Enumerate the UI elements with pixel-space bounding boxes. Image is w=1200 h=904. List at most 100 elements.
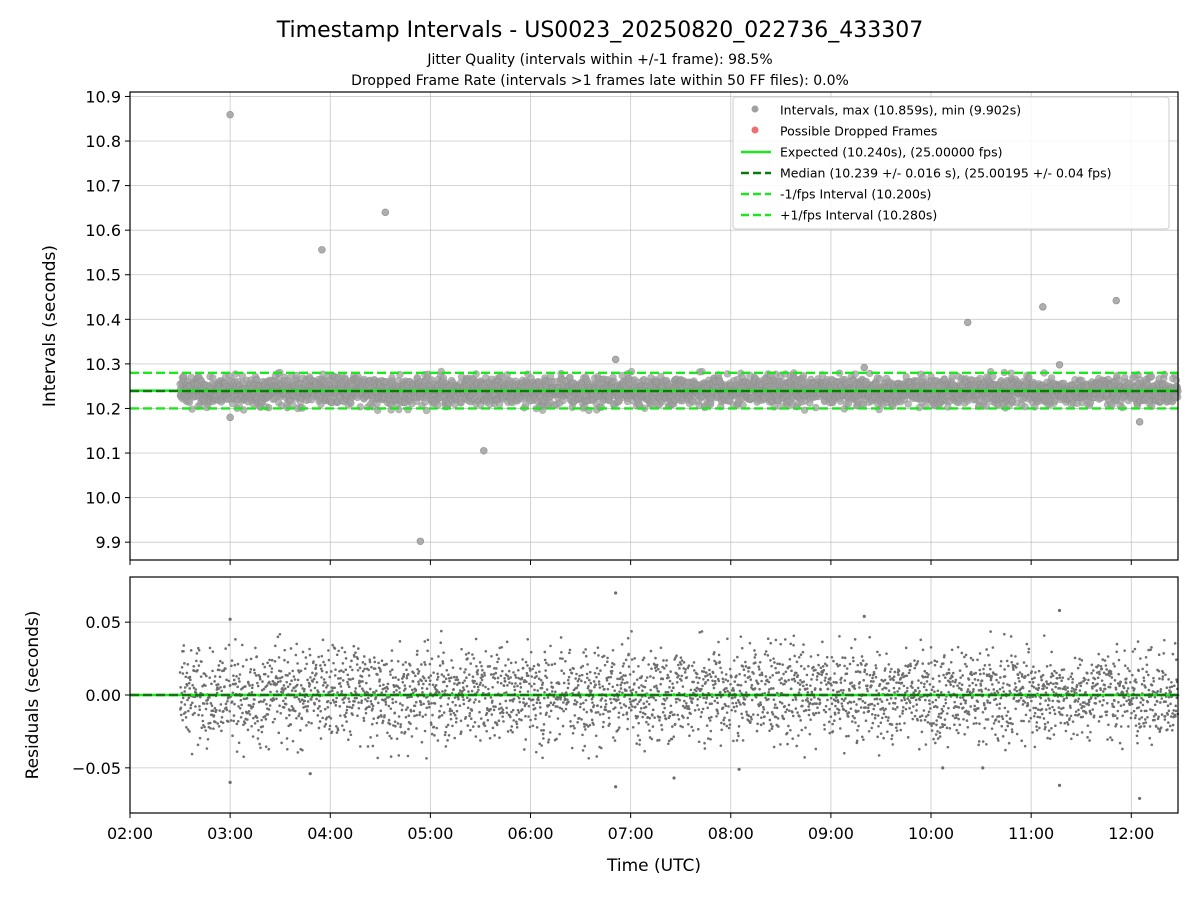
residual-point (339, 714, 342, 717)
residual-point (363, 655, 366, 658)
residual-point (563, 672, 566, 675)
residual-point (513, 685, 516, 688)
residual-point (350, 733, 353, 736)
residual-point (352, 677, 355, 680)
residual-point (318, 700, 321, 703)
residual-point (536, 689, 539, 692)
residual-point (342, 662, 345, 665)
residual-point (423, 661, 426, 664)
interval-outlier-point (417, 538, 424, 545)
residual-point (344, 668, 347, 671)
residual-point (386, 732, 389, 735)
residual-point (490, 696, 493, 699)
residual-point (286, 748, 289, 751)
y-tick-label: 10.2 (85, 399, 121, 418)
residual-point (232, 674, 235, 677)
residual-point (266, 684, 269, 687)
residual-point (212, 709, 215, 712)
residual-point (389, 723, 392, 726)
residual-point (188, 682, 191, 685)
residual-point (317, 691, 320, 694)
residual-point (236, 750, 239, 753)
residual-point (198, 649, 201, 652)
residual-point (427, 639, 430, 642)
interval-point (348, 400, 355, 407)
residual-point (402, 663, 405, 666)
residual-point (411, 735, 414, 738)
residual-point (302, 651, 305, 654)
residual-point (295, 643, 298, 646)
residual-point (327, 649, 330, 652)
residual-point (357, 701, 360, 704)
residual-point (274, 645, 277, 648)
residual-point (526, 664, 529, 667)
residual-point (515, 676, 518, 679)
residual-point (214, 721, 217, 724)
legend-label: +1/fps Interval (10.280s) (780, 208, 937, 223)
residual-point (268, 659, 271, 662)
residual-point (269, 691, 272, 694)
residual-point (308, 648, 311, 651)
residual-point (572, 725, 575, 728)
residual-point (455, 721, 458, 724)
residual-point (467, 706, 470, 709)
residual-point (455, 717, 458, 720)
residual-point (266, 661, 269, 664)
residual-point (211, 704, 214, 707)
residual-point (222, 721, 225, 724)
residual-point (478, 725, 481, 728)
residual-point (200, 726, 203, 729)
residual-point (539, 702, 542, 705)
residual-point (569, 725, 572, 728)
residual-point (324, 681, 327, 684)
residual-point (571, 672, 574, 675)
residual-point (445, 745, 448, 748)
residual-point (567, 701, 570, 704)
residual-point (428, 703, 431, 706)
residual-point (362, 661, 365, 664)
intervals-ylabel: Intervals (seconds) (40, 245, 60, 407)
residual-point (398, 754, 401, 757)
residual-point (233, 679, 236, 682)
residual-point (222, 710, 225, 713)
residual-point (325, 671, 328, 674)
residual-point (340, 685, 343, 688)
residual-point (316, 681, 319, 684)
residual-point (291, 705, 294, 708)
residual-point (361, 680, 364, 683)
residual-point (493, 709, 496, 712)
residual-point (460, 648, 463, 651)
residual-point (526, 638, 529, 641)
residual-point (529, 726, 532, 729)
interval-point (1148, 373, 1155, 380)
residual-point (539, 706, 542, 709)
residual-point (457, 698, 460, 701)
residual-point (228, 644, 231, 647)
residual-point (462, 686, 465, 689)
residual-point (464, 668, 467, 671)
residual-point (309, 654, 312, 657)
residual-point (377, 662, 380, 665)
residual-point (558, 733, 561, 736)
residual-point (189, 679, 192, 682)
residual-point (544, 669, 547, 672)
residual-point (434, 702, 437, 705)
residual-point (493, 734, 496, 737)
residual-point (468, 715, 471, 718)
residual-point (224, 647, 227, 650)
residual-point (516, 685, 519, 688)
residual-point (533, 665, 536, 668)
legend-label: Median (10.239 +/- 0.016 s), (25.00195 +… (780, 166, 1111, 181)
residual-point (191, 684, 194, 687)
residual-point (556, 705, 559, 708)
residual-point (528, 705, 531, 708)
residual-point (412, 691, 415, 694)
residual-point (341, 724, 344, 727)
residual-point (489, 708, 492, 711)
residual-point (220, 690, 223, 693)
residual-point (261, 731, 264, 734)
residual-point (346, 673, 349, 676)
residual-point (245, 659, 248, 662)
residual-point (453, 682, 456, 685)
residual-point (520, 686, 523, 689)
